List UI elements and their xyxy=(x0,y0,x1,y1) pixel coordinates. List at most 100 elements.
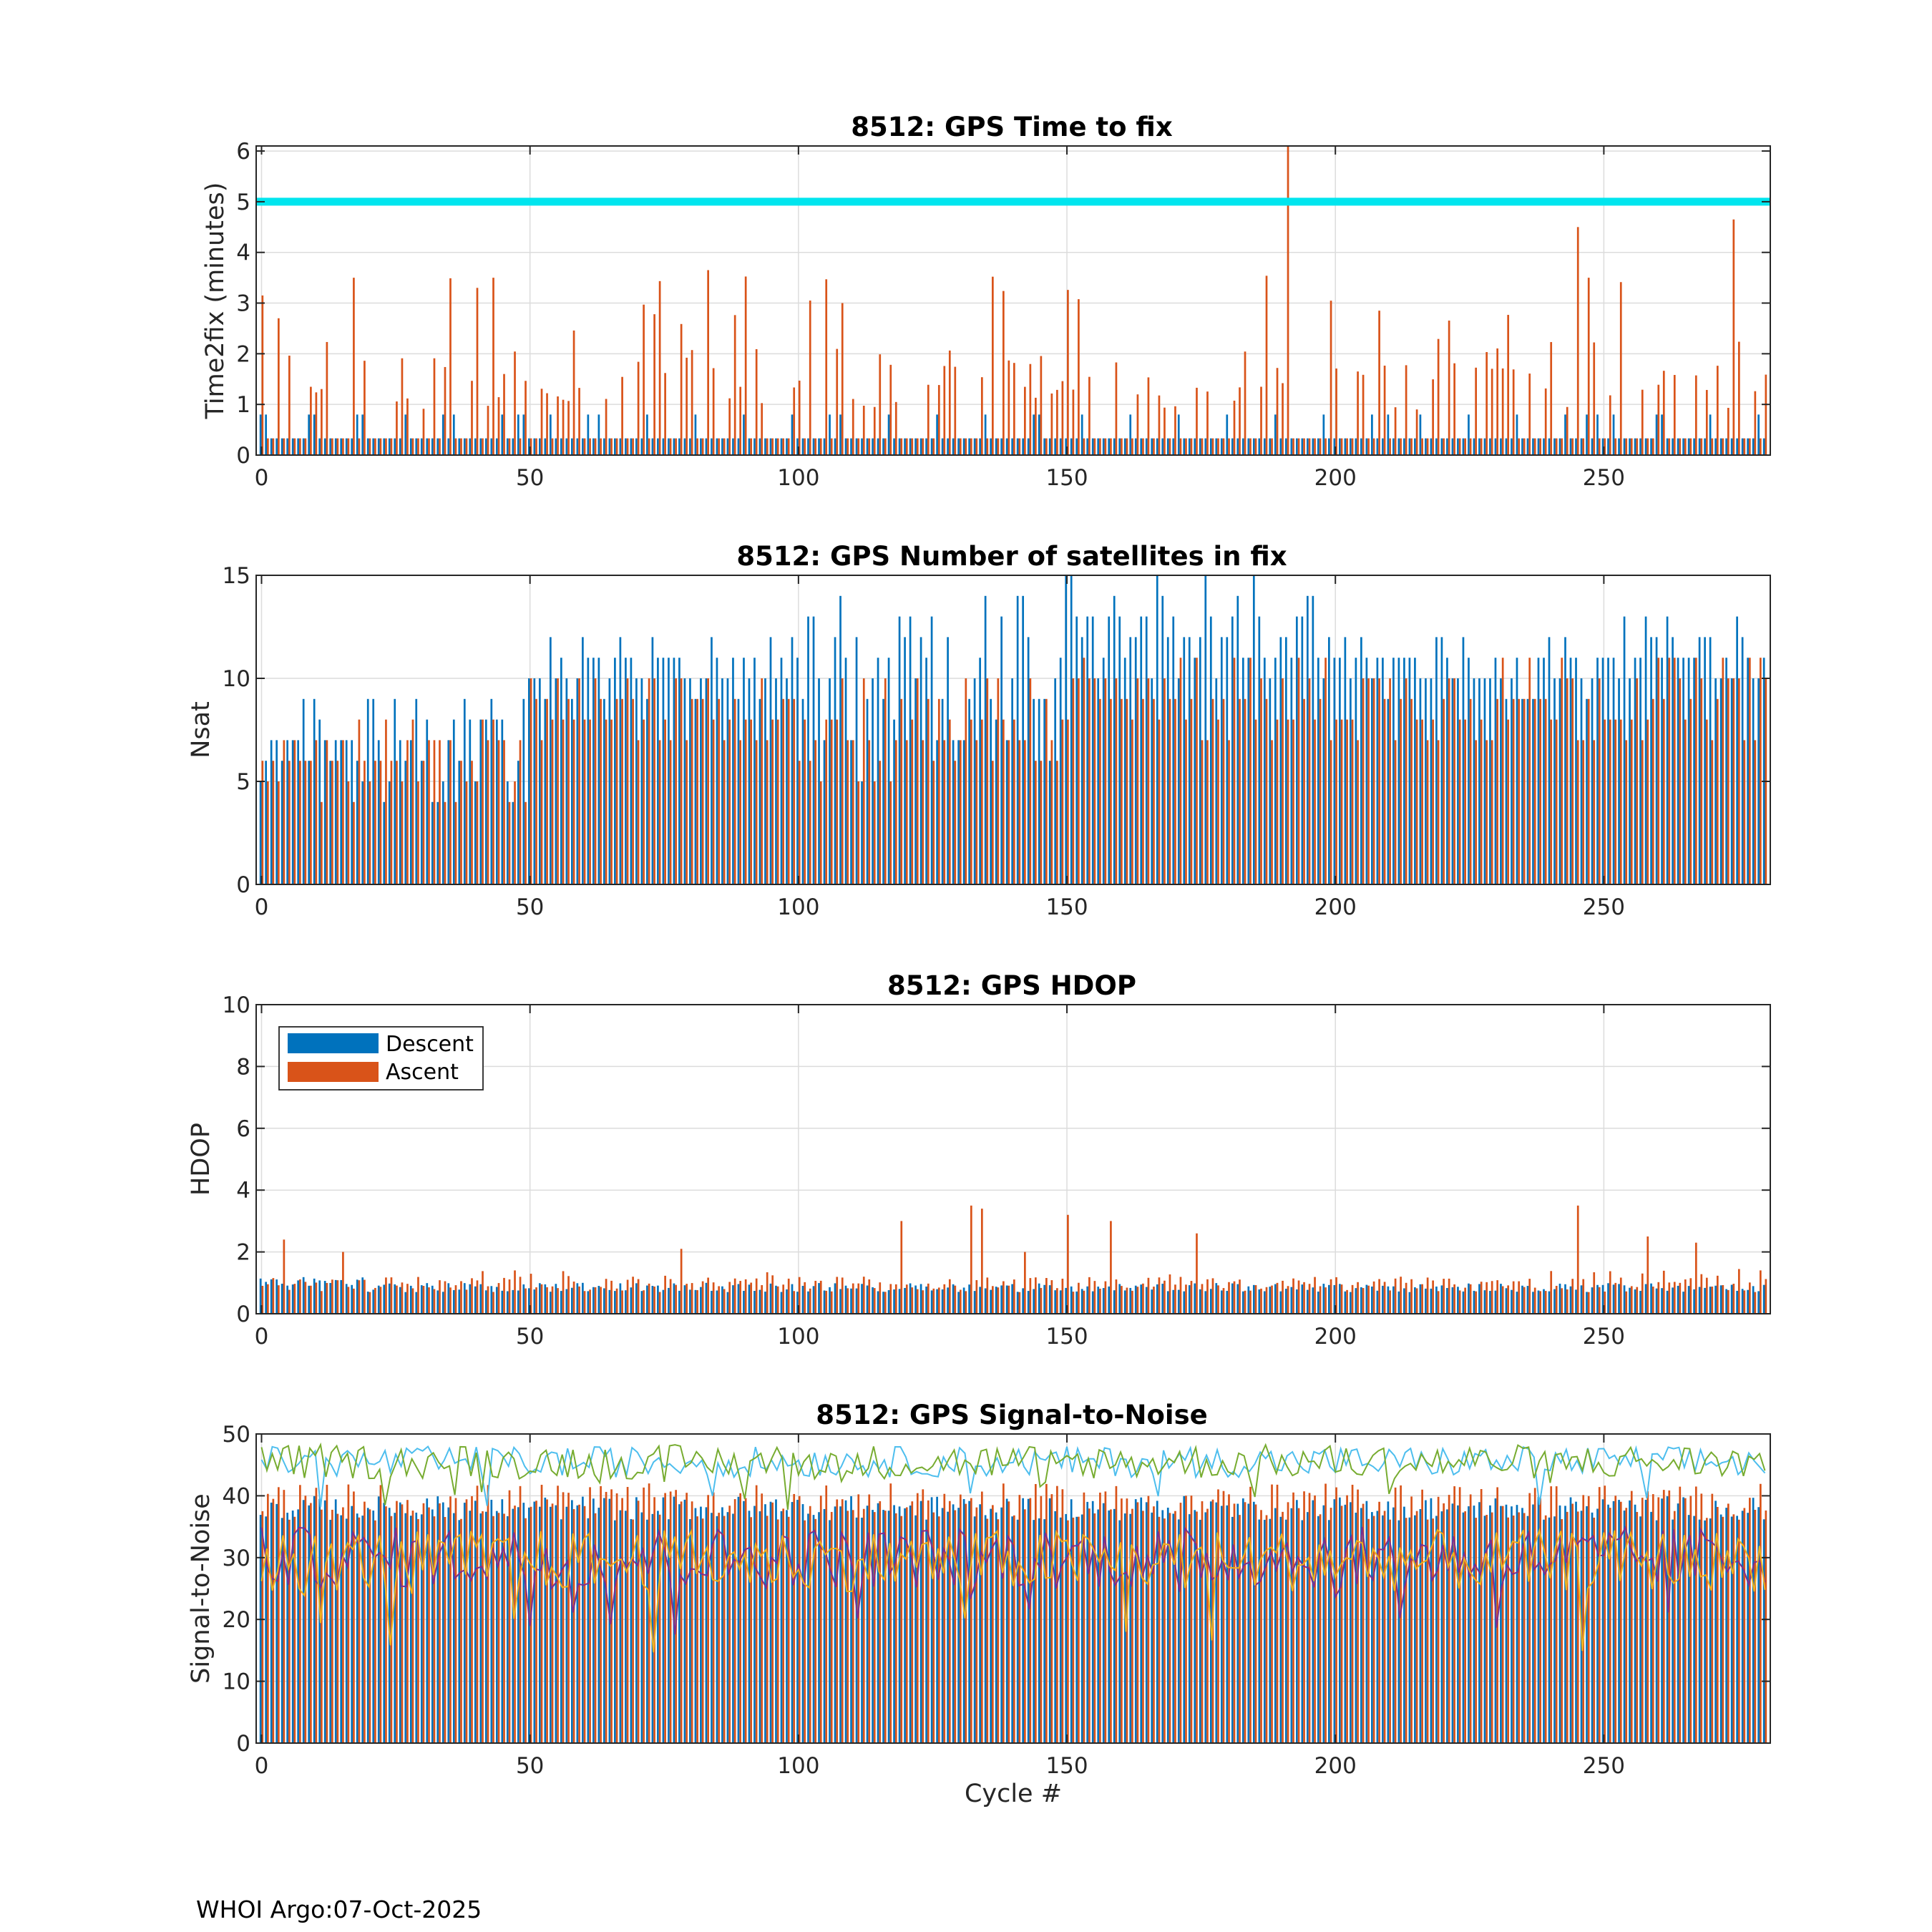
nsat-descent-bar xyxy=(1682,658,1684,884)
ttf-ascent-bar xyxy=(707,270,709,455)
ttf-ascent-bar xyxy=(954,366,957,455)
nsat-ascent-bar xyxy=(782,698,785,884)
hdop-ascent-bar xyxy=(733,1278,736,1314)
nsat-ascent-bar xyxy=(1630,719,1633,884)
hdop-descent-bar xyxy=(372,1289,375,1314)
nsat-descent-bar xyxy=(1075,616,1078,884)
nsat-descent-bar xyxy=(1446,658,1448,884)
hdop-descent-bar xyxy=(1719,1285,1722,1314)
hdop-ascent-bar xyxy=(422,1286,425,1314)
ttf-descent-bar xyxy=(334,438,337,455)
snr-ascent-bar xyxy=(1711,1493,1714,1743)
hdop-descent-bar xyxy=(1730,1284,1733,1314)
snr-ascent-bar xyxy=(884,1511,887,1743)
snr-descent-bar xyxy=(1350,1502,1352,1743)
snr-ascent-bar xyxy=(889,1483,892,1743)
snr-bars xyxy=(259,1483,1767,1743)
snr-descent-bar xyxy=(1623,1510,1626,1743)
nsat-ascent-bar xyxy=(508,801,511,884)
snr-ascent-bar xyxy=(643,1487,645,1743)
ttf-ascent-bar xyxy=(390,438,393,455)
hdop-ascent-bar xyxy=(728,1282,731,1314)
nsat-descent-bar xyxy=(286,740,289,884)
ttf-descent-bar xyxy=(1655,414,1658,455)
nsat-ascent-bar xyxy=(1330,740,1332,884)
nsat-descent-bar xyxy=(689,678,691,884)
snr-ascent-bar xyxy=(1507,1517,1510,1743)
hdop-descent-bar xyxy=(351,1284,353,1314)
hdop-descent-bar xyxy=(1065,1287,1068,1314)
ttf-ascent-bar xyxy=(643,304,645,455)
ttf-descent-bar xyxy=(1226,414,1229,455)
snr-ascent-bar xyxy=(1394,1487,1397,1743)
ttf-descent-bar xyxy=(947,438,949,455)
ttf-descent-bar xyxy=(388,438,391,455)
nsat-descent-bar xyxy=(1091,616,1094,884)
snr-descent-bar xyxy=(522,1503,525,1743)
snr-ascent-bar xyxy=(766,1516,769,1743)
ttf-ascent-bar xyxy=(460,438,462,455)
hdop-ascent-bar xyxy=(755,1278,758,1314)
snr-descent-bar xyxy=(625,1511,627,1743)
snr-descent-bar xyxy=(1521,1508,1523,1743)
snr-ascent-bar xyxy=(1378,1501,1380,1743)
ttf-ascent-bar xyxy=(728,398,731,455)
ttf-ascent-bar xyxy=(1684,438,1687,455)
hdop-ascent-bar xyxy=(1636,1287,1639,1314)
hdop-ylabel: HDOP xyxy=(187,1123,215,1196)
snr-descent-bar xyxy=(1757,1507,1760,1743)
ttf-descent-bar xyxy=(1038,414,1040,455)
snr-ascent-bar xyxy=(1324,1483,1327,1743)
snr-descent-bar xyxy=(614,1520,616,1743)
nsat-ascent-bar xyxy=(572,719,575,884)
snr-ascent-bar xyxy=(1276,1484,1279,1743)
ttf-ascent-bar xyxy=(1244,351,1246,455)
ttf-ascent-bar xyxy=(1528,374,1531,455)
ttf-descent-bar xyxy=(1284,438,1287,455)
snr-ascent-bar xyxy=(632,1519,634,1743)
ttf-descent-bar xyxy=(866,438,869,455)
ttf-ascent-bar xyxy=(1265,275,1268,455)
snr-descent-bar xyxy=(1591,1512,1594,1743)
ttf-ascent-bar xyxy=(557,396,559,455)
hdop-ascent-bar xyxy=(959,1289,962,1314)
nsat-ascent-bar xyxy=(1029,678,1032,884)
snr-descent-bar xyxy=(1698,1519,1701,1743)
snr-ascent-bar xyxy=(519,1485,522,1743)
hdop-ascent-bar xyxy=(1544,1291,1547,1314)
ttf-descent-bar xyxy=(463,438,466,455)
ttf-ascent-bar xyxy=(766,438,769,455)
ttf-ascent-bar xyxy=(675,438,677,455)
nsat-descent-bar xyxy=(409,740,412,884)
ttf-descent-bar xyxy=(1468,414,1470,455)
nsat-descent-bar xyxy=(1161,595,1164,884)
nsat-descent-bar xyxy=(1011,678,1013,884)
ttf-ascent-bar xyxy=(943,366,946,455)
hdop-descent-bar xyxy=(366,1292,369,1314)
nsat-ascent-bar xyxy=(460,761,462,884)
snr-descent-bar xyxy=(1269,1518,1272,1743)
ttf-ascent-bar xyxy=(852,399,854,455)
nsat-descent-bar xyxy=(1505,698,1508,884)
snr-ascent-bar xyxy=(836,1499,839,1743)
snr-xtick-label-0: 0 xyxy=(255,1753,269,1779)
nsat-ascent-bar xyxy=(364,761,366,884)
snr-descent-bar xyxy=(1403,1506,1405,1743)
hdop-descent-bar xyxy=(930,1290,933,1314)
nsat-descent-bar xyxy=(1601,658,1604,884)
nsat-descent-bar xyxy=(839,595,841,884)
nsat-ascent-bar xyxy=(1099,698,1101,884)
nsat-descent-bar xyxy=(1177,678,1180,884)
snr-descent-bar xyxy=(452,1513,455,1743)
snr-ascent-bar xyxy=(1437,1496,1440,1743)
hdop-descent-bar xyxy=(1468,1283,1470,1314)
ttf-descent-bar xyxy=(1693,438,1695,455)
nsat-descent-bar xyxy=(1569,658,1572,884)
hdop-ascent-bar xyxy=(433,1289,436,1314)
ttf-descent-bar xyxy=(1220,438,1223,455)
hdop-descent-bar xyxy=(673,1283,675,1314)
snr-ascent-bar xyxy=(1604,1485,1606,1743)
snr-ascent-bar xyxy=(761,1493,763,1743)
snr-ascent-bar xyxy=(1518,1512,1521,1743)
hdop-descent-bar xyxy=(436,1290,439,1314)
